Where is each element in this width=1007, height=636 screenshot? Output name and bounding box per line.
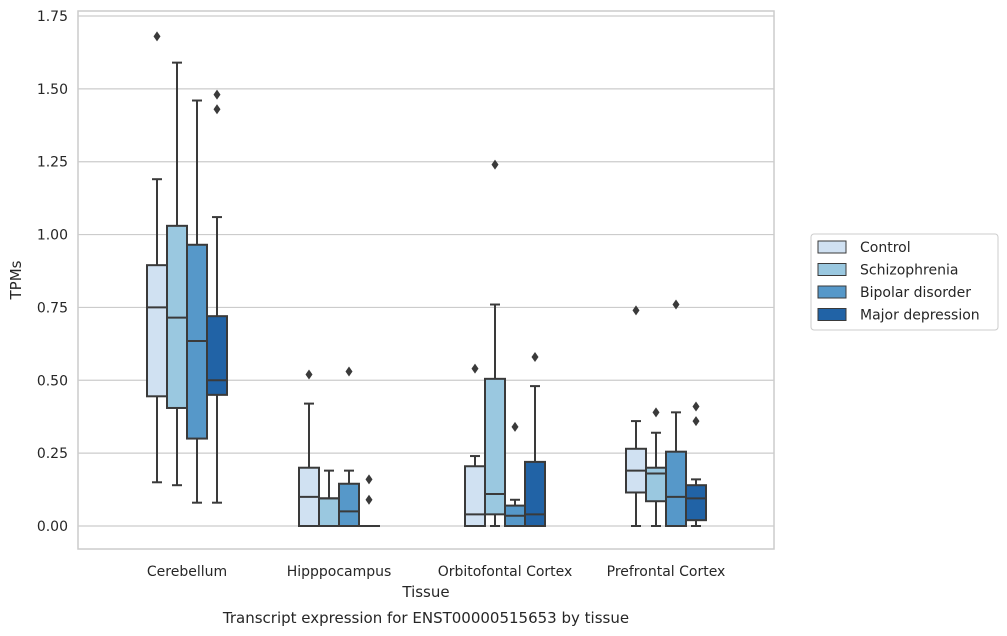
legend-swatch <box>817 240 847 254</box>
outlier-point <box>471 363 479 374</box>
box-schizophrenia <box>318 469 340 528</box>
y-tick-label: 0.25 <box>37 446 68 462</box>
y-tick-label: 0.00 <box>37 519 68 535</box>
iqr-box <box>685 484 707 522</box>
iqr-box <box>524 460 546 527</box>
outlier-point <box>153 31 161 42</box>
box-control <box>298 369 320 528</box>
outlier-point <box>365 494 373 505</box>
legend-swatch <box>817 263 847 276</box>
outlier-point <box>491 159 499 170</box>
box-major-depression <box>524 351 546 527</box>
box-schizophrenia <box>166 61 188 487</box>
y-axis-ticks: 0.00 0.25 0.50 0.75 1.00 1.25 1.50 1.75 <box>37 9 68 535</box>
iqr-box <box>338 482 360 527</box>
x-tick-label: Orbitofontal Cortex <box>438 564 573 580</box>
y-tick-label: 0.75 <box>37 300 68 316</box>
iqr-box <box>146 264 168 398</box>
x-axis-label: Tissue <box>401 583 449 601</box>
x-axis-ticks: Cerebellum Hipppocampus Orbitofontal Corte… <box>147 564 725 580</box>
box-schizophrenia <box>645 407 667 527</box>
x-tick-label: Hipppocampus <box>287 564 392 580</box>
outlier-point <box>511 421 519 432</box>
box-control <box>464 363 486 527</box>
iqr-box <box>464 465 486 527</box>
box-bipolar-disorder <box>504 421 526 528</box>
legend-swatch <box>817 285 847 299</box>
box-major-depression <box>358 474 380 528</box>
outlier-point <box>213 104 221 115</box>
legend: Control Schizophrenia Bipolar disorder Majo… <box>810 233 999 331</box>
legend-label: Major depression <box>860 308 980 324</box>
box-control <box>625 305 647 527</box>
y-tick-label: 1.25 <box>37 155 68 171</box>
box-bipolar-disorder <box>665 299 687 527</box>
outlier-point <box>531 351 539 362</box>
x-tick-label: Cerebellum <box>147 564 227 580</box>
legend-label: Control <box>860 240 911 256</box>
x-tick-label: Prefrontal Cortex <box>607 564 726 580</box>
outlier-point <box>692 416 700 427</box>
outlier-point <box>365 474 373 485</box>
iqr-box <box>665 450 687 527</box>
outlier-point <box>672 299 680 310</box>
outlier-point <box>652 407 660 418</box>
legend-frame <box>810 233 999 331</box>
y-tick-label: 0.50 <box>37 373 68 389</box>
box-control <box>146 31 168 484</box>
box-major-depression <box>685 401 707 527</box>
outlier-point <box>345 366 353 377</box>
outlier-point <box>305 369 313 380</box>
legend-swatch <box>817 308 847 321</box>
y-tick-label: 1.00 <box>37 228 68 244</box>
boxes <box>146 31 707 528</box>
box-bipolar-disorder <box>186 99 208 504</box>
outlier-point <box>632 305 640 316</box>
outlier-point <box>213 89 221 100</box>
box-schizophrenia <box>484 159 506 527</box>
iqr-box <box>484 377 506 516</box>
box-bipolar-disorder <box>338 366 360 527</box>
legend-label: Bipolar disorder <box>860 285 971 301</box>
iqr-box <box>318 497 340 528</box>
legend-label: Schizophrenia <box>860 263 958 279</box>
y-axis-label: TPMs <box>7 260 25 300</box>
chart-caption: Transcript expression for ENST0000051565… <box>222 609 629 627</box>
outlier-point <box>692 401 700 412</box>
iqr-box <box>206 315 228 396</box>
y-tick-label: 1.75 <box>37 9 68 25</box>
y-tick-label: 1.50 <box>37 82 68 98</box>
box-major-depression <box>206 89 228 504</box>
plot-frame <box>77 10 775 550</box>
